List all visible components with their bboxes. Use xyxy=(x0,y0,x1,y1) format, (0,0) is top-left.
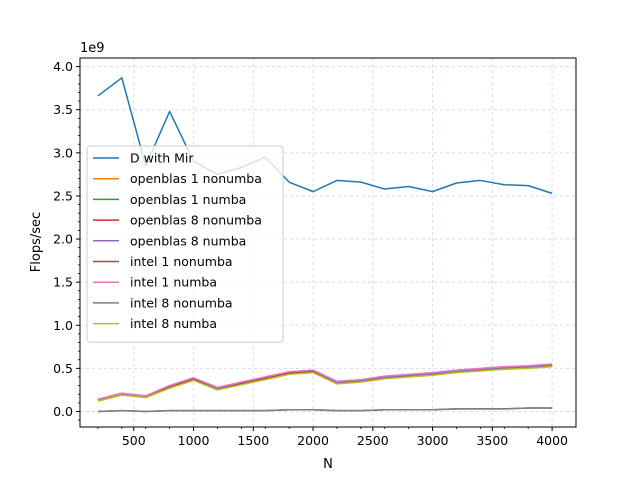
series-line-9 xyxy=(97,365,553,402)
legend-label: D with Mir xyxy=(130,151,194,166)
x-tick-label: 3000 xyxy=(417,433,449,448)
series-line-7 xyxy=(97,363,553,401)
x-tick-label: 2000 xyxy=(297,433,329,448)
plot-frame xyxy=(79,57,577,428)
x-axis: 500 1000 1500 2000 2500 3000 3500 4000 xyxy=(97,427,568,448)
legend-box xyxy=(86,145,284,343)
series-line-1 xyxy=(97,77,553,195)
grid xyxy=(80,58,576,427)
y-tick-label: 0.0 xyxy=(53,404,73,419)
legend-label: intel 8 nonumba xyxy=(130,295,233,310)
x-tick-label: 500 xyxy=(122,433,146,448)
legend-label: openblas 1 nonumba xyxy=(130,171,262,186)
x-tick-label: 4000 xyxy=(536,433,568,448)
legend-label: intel 1 numba xyxy=(130,275,217,290)
legend: D with Mir openblas 1 nonumba openblas 1 n… xyxy=(86,145,284,343)
legend-label: openblas 1 numba xyxy=(130,192,246,207)
x-tick-label: 3500 xyxy=(476,433,508,448)
y-tick-label: 1.5 xyxy=(53,275,73,290)
x-tick-label: 2500 xyxy=(357,433,389,448)
y-tick-label: 2.0 xyxy=(53,232,73,247)
legend-label: intel 8 numba xyxy=(130,316,217,331)
y-scale-label: 1e9 xyxy=(80,41,105,56)
y-tick-label: 1.0 xyxy=(53,318,73,333)
y-tick-label: 0.5 xyxy=(53,361,73,376)
series-line-8 xyxy=(97,407,553,413)
y-tick-label: 4.0 xyxy=(53,59,73,74)
legend-label: openblas 8 numba xyxy=(130,233,246,248)
y-tick-label: 3.5 xyxy=(53,102,73,117)
y-axis-label: Flops/sec xyxy=(29,212,44,272)
legend-label: intel 1 nonumba xyxy=(130,254,233,269)
x-tick-label: 1500 xyxy=(237,433,269,448)
series-lines xyxy=(97,77,553,413)
y-tick-label: 3.0 xyxy=(53,145,73,160)
x-axis-label: N xyxy=(323,457,333,472)
legend-label: openblas 8 nonumba xyxy=(130,213,262,228)
y-tick-label: 2.5 xyxy=(53,188,73,203)
y-axis: 0.0 0.5 1.0 1.5 2.0 2.5 3.0 3.5 4.0 xyxy=(53,59,80,421)
x-tick-label: 1000 xyxy=(178,433,210,448)
series-line-3 xyxy=(97,365,553,401)
